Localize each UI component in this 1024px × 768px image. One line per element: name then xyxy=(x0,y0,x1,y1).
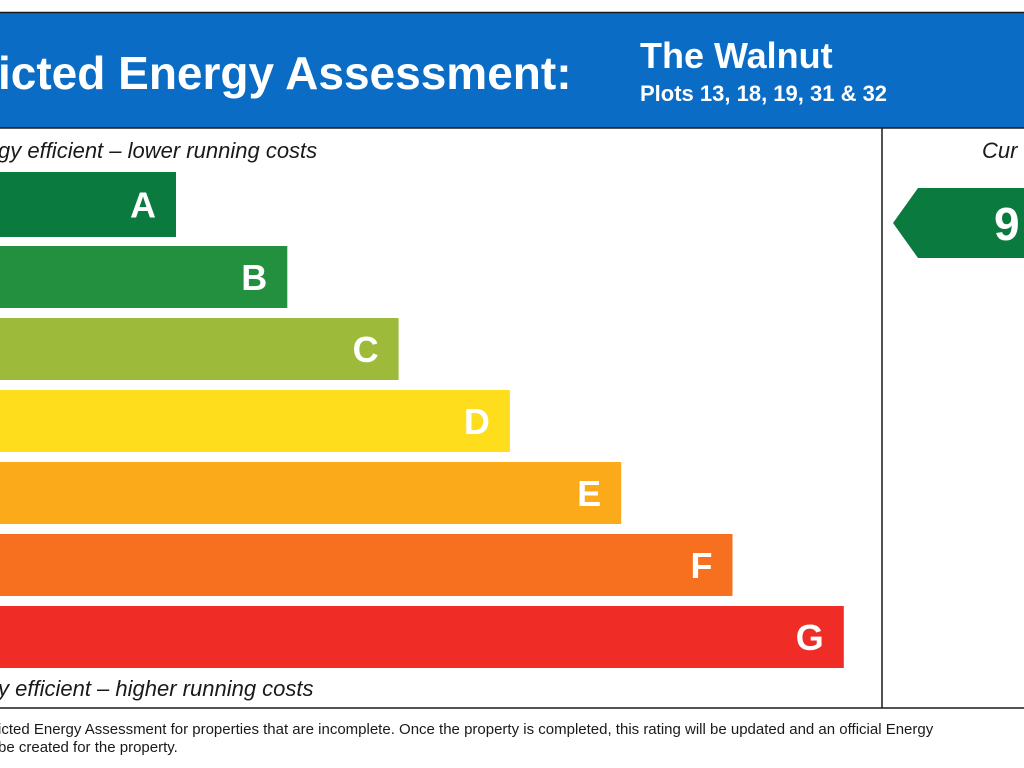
band-letter: A xyxy=(130,185,156,226)
footer-line: icted Energy Assessment for properties t… xyxy=(0,721,934,738)
top-label: gy efficient – lower running costs xyxy=(0,138,317,163)
band-bar xyxy=(0,318,399,380)
band-letter: B xyxy=(241,257,267,298)
current-rating: 9 xyxy=(994,198,1020,250)
bands: A B C D E F G xyxy=(0,172,844,668)
band-bar xyxy=(0,606,844,668)
header-title: icted Energy Assessment: xyxy=(0,47,572,99)
scale-frame xyxy=(0,127,1024,709)
footer-line: be created for the property. xyxy=(0,739,178,756)
plots: Plots 13, 18, 19, 31 & 32 xyxy=(640,81,887,106)
current-arrow xyxy=(893,188,1024,258)
bottom-label: y efficient – higher running costs xyxy=(0,676,314,701)
property-name: The Walnut xyxy=(640,35,833,76)
band-letter: G xyxy=(796,617,824,658)
band-bar xyxy=(0,462,622,524)
band-letter: D xyxy=(464,401,490,442)
band-letter: E xyxy=(577,473,601,514)
band-bar xyxy=(0,390,510,452)
header-bar xyxy=(0,12,1024,128)
band-bar xyxy=(0,172,176,237)
band-bar xyxy=(0,534,733,596)
band-letter: C xyxy=(353,329,379,370)
current-heading: Cur xyxy=(982,138,1019,163)
band-letter: F xyxy=(691,545,713,586)
band-bar xyxy=(0,246,288,308)
